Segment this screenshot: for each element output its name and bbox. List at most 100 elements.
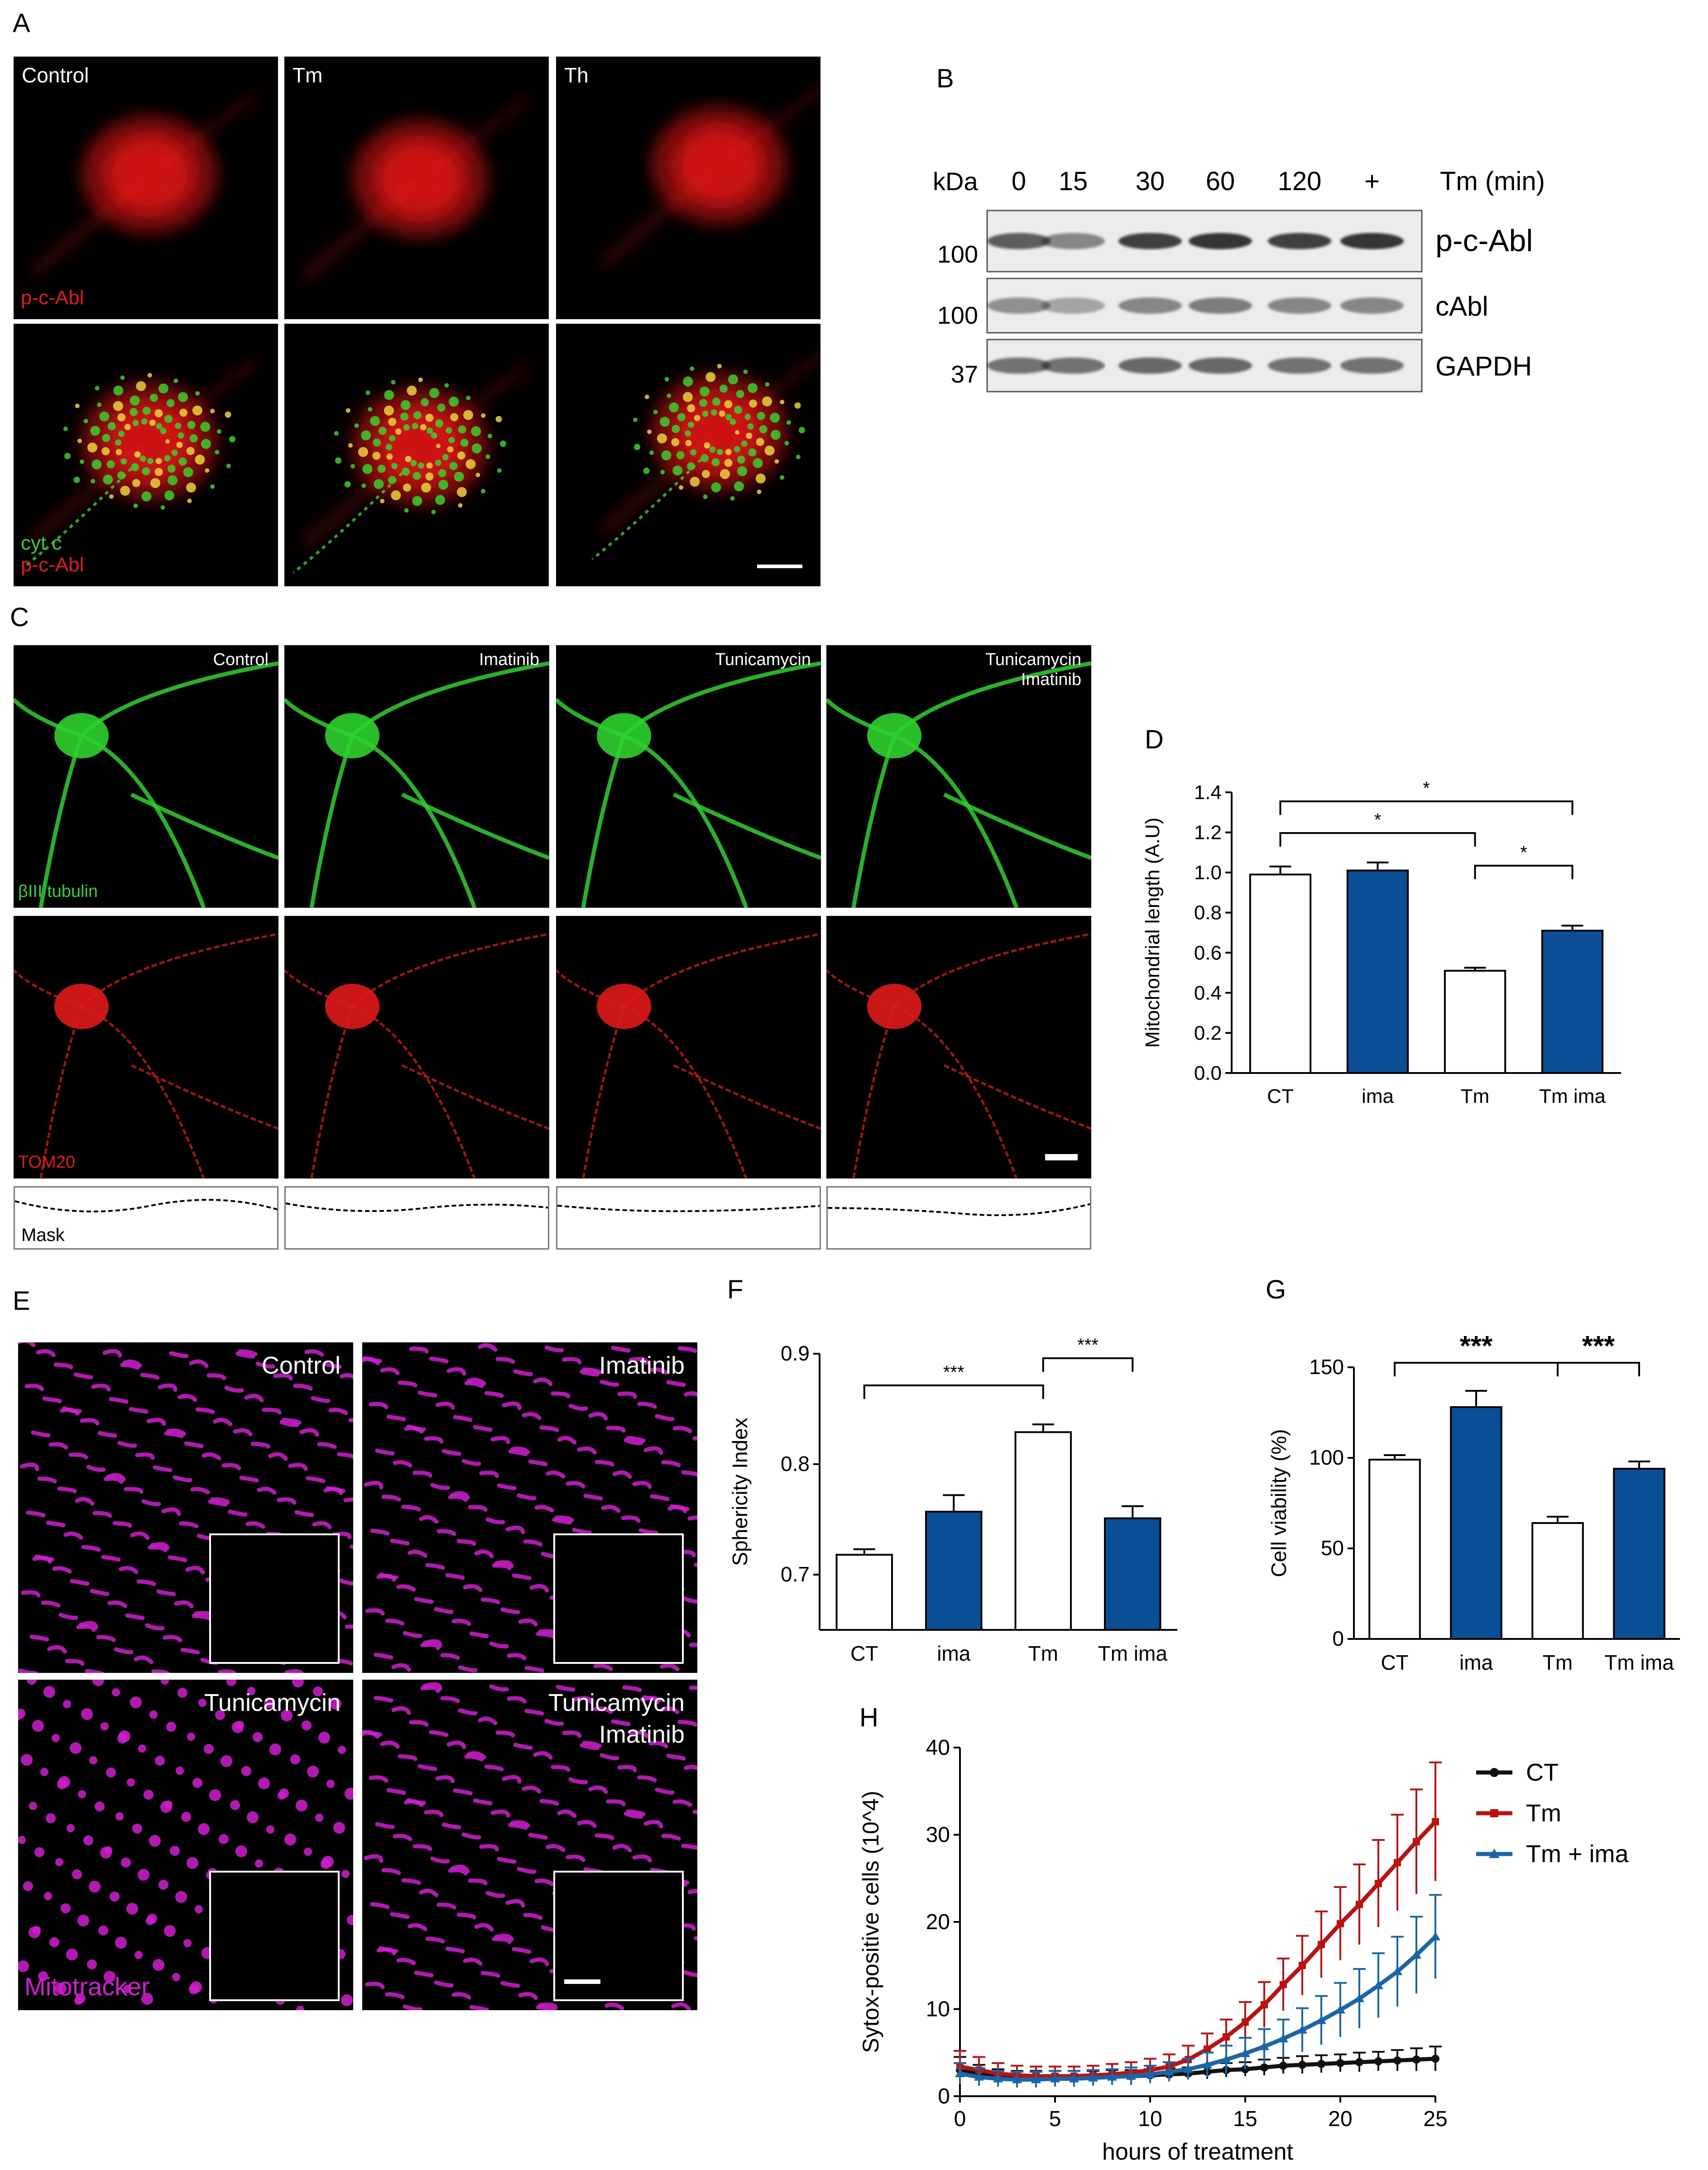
y-tick-label: 40 <box>926 1736 950 1760</box>
data-point <box>1164 2067 1174 2076</box>
data-point <box>1260 2063 1268 2072</box>
tom20-micrograph <box>556 916 821 1178</box>
time-point-label: 15 <box>1059 167 1088 196</box>
y-axis-label: Sphericity Index <box>728 1418 752 1566</box>
data-point <box>1411 1950 1421 1959</box>
y-tick-label: 0.9 <box>781 1341 810 1365</box>
significance-bracket <box>1474 865 1574 879</box>
chart-h-sytox-timecourse: 0 10 20 30 40 0 5 10 15 20 25 hours of treatment Syt… <box>858 1736 1629 2164</box>
blot-band <box>1118 357 1182 374</box>
neuron-image <box>826 933 1091 1178</box>
mitotracker-micrograph: Tunicamycin Mitotracker <box>18 1680 353 2010</box>
data-point <box>1223 2033 1230 2041</box>
band-kda-label: 37 <box>951 361 978 388</box>
panel-label-d: D <box>1145 725 1164 754</box>
tubulin-micrograph: Control βIII tubulin <box>14 645 278 908</box>
y-tick-label: 0.8 <box>1194 902 1222 924</box>
x-tick-label: ima <box>1362 1085 1394 1107</box>
condition-label: Control <box>213 650 269 669</box>
data-point <box>1183 2064 1193 2073</box>
y-tick-label: 0.0 <box>1194 1062 1222 1084</box>
band-name-label: p-c-Abl <box>1435 224 1533 258</box>
data-point <box>955 2068 965 2077</box>
time-point-label: + <box>1364 167 1380 196</box>
legend-marker <box>1489 1849 1500 1858</box>
y-tick-label: 0.6 <box>1194 942 1222 964</box>
data-point <box>1242 2018 1249 2026</box>
mitochondria-image <box>18 1342 353 1673</box>
mask-image <box>556 1186 821 1250</box>
p-c-abl-micrograph: Control p-c-Abl <box>14 57 278 319</box>
x-tick-label: Tm ima <box>1604 1651 1674 1674</box>
chart-g-cell-viability: 0 50 100 150 Cell viability (%) CT ima Tm Tm ima… <box>1267 1331 1680 1674</box>
tom20-micrograph <box>284 916 549 1178</box>
legend-marker <box>1490 1768 1499 1777</box>
x-tick-label: Tm <box>1028 1642 1058 1665</box>
stain-label-p-c-abl: p-c-Abl <box>21 554 84 576</box>
significance-label: *** <box>1582 1331 1615 1362</box>
neuron-image <box>284 933 549 1178</box>
mitotracker-micrograph: Tunicamycin Imatinib <box>362 1680 697 2010</box>
data-point <box>1356 1901 1363 1908</box>
blot-band <box>987 357 1051 374</box>
panel-label-c: C <box>10 603 29 632</box>
data-point <box>1354 1993 1364 2002</box>
merge-micrograph <box>556 324 820 586</box>
mask-image: Mask <box>14 1186 278 1250</box>
data-point <box>1261 2001 1268 2008</box>
data-point <box>1336 2059 1344 2067</box>
blot-band <box>987 233 1051 249</box>
y-tick-label: 0.7 <box>781 1562 810 1586</box>
panel-label-f: F <box>727 1275 744 1304</box>
bar <box>1249 873 1312 1074</box>
x-tick-label: CT <box>850 1642 878 1665</box>
condition-label: Control <box>22 63 89 87</box>
significance-bracket <box>1557 1362 1640 1376</box>
bar <box>1104 1517 1161 1631</box>
tom20-micrograph: TOM20 <box>14 916 278 1178</box>
mask-trace <box>286 1202 548 1212</box>
condition-label: Th <box>564 63 589 87</box>
legend-label: Tm <box>1526 1800 1561 1827</box>
y-tick-label: 100 <box>1309 1446 1344 1469</box>
significance-bracket <box>1279 832 1476 847</box>
blot-band <box>1340 297 1404 314</box>
band-kda-label: 100 <box>937 241 978 268</box>
data-point <box>1373 1980 1383 1989</box>
neuron-image <box>284 661 549 908</box>
y-tick-label: 150 <box>1309 1355 1344 1379</box>
condition-label: Tunicamycin <box>715 650 811 669</box>
chart-f-sphericity-index: 0.7 0.8 0.9 Sphericity Index CT ima Tm Tm ima **… <box>728 1335 1177 1665</box>
y-tick-label: 50 <box>1321 1536 1344 1560</box>
x-tick-label: Tm ima <box>1539 1085 1606 1107</box>
data-point <box>1393 2056 1401 2065</box>
data-point <box>1240 2048 1250 2057</box>
mitotracker-micrograph: Control <box>18 1342 353 1673</box>
legend-label: Tm + ima <box>1526 1840 1629 1868</box>
blot-band <box>987 297 1051 314</box>
blot-band <box>1189 357 1252 374</box>
tom20-micrograph <box>826 916 1091 1178</box>
mask-image <box>826 1186 1091 1250</box>
western-blot: kDa 0 15 30 60 120 + Tm (min) p-c-Abl 100 cAbl 100 G… <box>933 167 1545 393</box>
bar <box>1541 929 1604 1074</box>
panel-label-h: H <box>859 1703 878 1732</box>
data-point <box>1318 1941 1325 1949</box>
tubulin-micrograph: Tunicamycin Imatinib <box>826 645 1091 908</box>
cell-image <box>599 86 820 268</box>
data-point <box>1279 2061 1287 2070</box>
chart-d-mitochondrial-length: 0.0 0.2 0.4 0.6 0.8 1.0 1.2 1.4 Mitochondrial le… <box>1142 778 1621 1107</box>
cell-image <box>591 353 820 560</box>
stain-label-mitotracker: Mitotracker <box>24 1972 150 2001</box>
data-point <box>1375 1880 1382 1887</box>
y-tick-label: 0.2 <box>1194 1022 1222 1044</box>
significance-bracket <box>1394 1362 1559 1376</box>
scale-bar <box>757 565 802 568</box>
legend-marker <box>1490 1809 1498 1817</box>
blot-band <box>1189 297 1252 314</box>
blot-band <box>1041 357 1105 374</box>
y-tick-label: 0.8 <box>781 1452 810 1475</box>
blot-band <box>1041 233 1105 249</box>
x-tick-label: 20 <box>1328 2107 1352 2131</box>
x-tick-label: CT <box>1381 1651 1408 1674</box>
